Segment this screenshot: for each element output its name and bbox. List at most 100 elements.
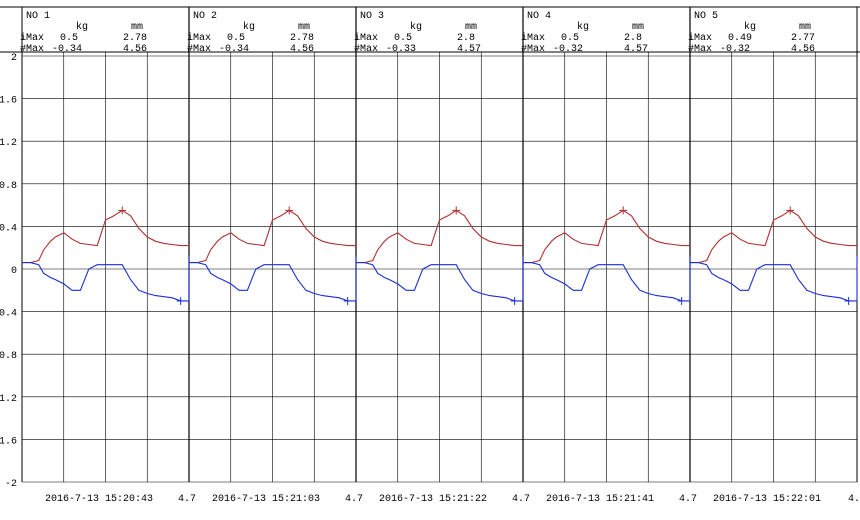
max-kg-value: 0.5	[561, 33, 579, 44]
min-row-label: #Max	[20, 44, 44, 55]
max-kg-value: 0.5	[394, 33, 412, 44]
max-mm-value: 2.77	[791, 33, 815, 44]
y-axis-tick-labels: 2 1.6 1.2 0.8 0.4 0 0.4 0.8 1.2 1.6 -2	[0, 53, 17, 490]
max-mm-value: 2.78	[123, 33, 147, 44]
timestamp-label: 2016-7-13 15:22:01	[713, 494, 821, 505]
unit-mm-label: mm	[799, 22, 811, 33]
panel-footer: 4.7 2016-7-13 15:21:03	[178, 494, 320, 505]
y-tick-label: -2	[5, 479, 17, 490]
timestamp-label: 2016-7-13 15:21:22	[379, 494, 487, 505]
min-kg-value: -0.33	[386, 44, 416, 55]
y-tick-label: 2	[11, 53, 17, 64]
footer-value-label: 4.7	[512, 494, 530, 505]
panel-footer: 4.7 2016-7-13 15:21:41	[512, 494, 654, 505]
panel-footers: 2016-7-13 15:20:43 4.7 2016-7-13 15:21:03 4…	[45, 494, 860, 505]
y-tick-label: 1.2	[0, 138, 17, 149]
traces	[22, 206, 858, 305]
y-tick-label: 0.8	[0, 181, 17, 192]
footer-value-label: 4.7	[345, 494, 363, 505]
y-tick-label: 0.4	[0, 309, 17, 320]
max-row-label: iMax	[187, 32, 211, 44]
min-row-label: #Max	[187, 44, 211, 55]
max-point-marker	[118, 206, 127, 215]
min-kg-value: -0.34	[52, 44, 82, 55]
upper-trace-line	[189, 209, 356, 264]
panel-headers: NO 1 kg mm iMax 0.5 2.78 #Max -0.34 4.56 NO 2 kg mm…	[20, 11, 815, 55]
unit-mm-label: mm	[131, 22, 143, 33]
footer-value-label: 4.7	[679, 494, 697, 505]
timestamp-label: 2016-7-13 15:21:41	[546, 494, 654, 505]
grid-lines	[0, 6, 860, 483]
lower-trace-line	[523, 262, 690, 302]
upper-trace-line	[523, 209, 690, 264]
min-mm-value: 4.57	[457, 44, 481, 55]
y-tick-label: 1.6	[0, 436, 17, 447]
panel-number-label: NO 3	[360, 11, 384, 22]
unit-kg-label: kg	[243, 21, 255, 33]
lower-trace-line	[189, 262, 356, 302]
max-point-marker	[786, 206, 795, 215]
max-point-marker	[452, 206, 461, 215]
panel-footer: 4.7 2016-7-13 15:21:22	[345, 494, 487, 505]
timestamp-label: 2016-7-13 15:21:03	[212, 494, 320, 505]
min-point-marker	[510, 296, 519, 305]
panel-footer: 2016-7-13 15:20:43	[45, 494, 153, 505]
min-mm-value: 4.56	[791, 44, 815, 55]
min-point-marker	[844, 296, 853, 305]
y-tick-label: 1.2	[0, 394, 17, 405]
panel-header: NO 2 kg mm iMax 0.5 2.78 #Max -0.34 4.56	[187, 11, 314, 55]
min-point-marker	[176, 296, 185, 305]
panel-number-label: NO 4	[527, 11, 551, 22]
lower-trace-line	[22, 262, 189, 302]
max-point-marker	[619, 206, 628, 215]
unit-mm-label: mm	[298, 22, 310, 33]
panel-footer: 4.7 2016-7-13 15:22:01	[679, 494, 821, 505]
min-mm-value: 4.57	[624, 44, 648, 55]
y-tick-label: 0.4	[0, 223, 17, 234]
min-kg-value: -0.32	[720, 44, 750, 55]
footer-value-label: 4.7	[178, 494, 196, 505]
max-point-marker	[285, 206, 294, 215]
min-kg-value: -0.32	[553, 44, 583, 55]
panel-header: NO 3 kg mm iMax 0.5 2.8 #Max -0.33 4.57	[354, 11, 481, 55]
y-tick-label: 1.6	[0, 96, 17, 107]
unit-kg-label: kg	[744, 21, 756, 33]
min-row-label: #Max	[354, 44, 378, 55]
max-row-label: iMax	[354, 32, 378, 44]
panel-header: NO 1 kg mm iMax 0.5 2.78 #Max -0.34 4.56	[20, 11, 147, 55]
min-point-marker	[677, 296, 686, 305]
unit-kg-label: kg	[410, 21, 422, 33]
min-row-label: #Max	[688, 44, 712, 55]
upper-trace-line	[690, 209, 857, 264]
unit-mm-label: mm	[465, 22, 477, 33]
max-row-label: iMax	[688, 32, 712, 44]
unit-mm-label: mm	[632, 22, 644, 33]
upper-trace-line	[22, 209, 189, 264]
y-tick-label: 0.8	[0, 351, 17, 362]
max-mm-value: 2.78	[290, 33, 314, 44]
unit-kg-label: kg	[577, 21, 589, 33]
panel-number-label: NO 2	[193, 11, 217, 22]
min-row-label: #Max	[521, 44, 545, 55]
min-mm-value: 4.56	[123, 44, 147, 55]
lower-trace-line	[690, 262, 857, 302]
max-mm-value: 2.8	[624, 33, 642, 44]
min-mm-value: 4.56	[290, 44, 314, 55]
max-mm-value: 2.8	[457, 33, 475, 44]
max-row-label: iMax	[521, 32, 545, 44]
max-row-label: iMax	[20, 32, 44, 44]
panel-number-label: NO 1	[26, 11, 50, 22]
max-kg-value: 0.5	[60, 33, 78, 44]
unit-kg-label: kg	[76, 21, 88, 33]
y-tick-label: 0	[11, 266, 17, 277]
panel-number-label: NO 5	[694, 11, 718, 22]
max-kg-value: 0.49	[728, 33, 752, 44]
panel-header: NO 5 kg mm iMax 0.49 2.77 #Max -0.32 4.56	[688, 11, 815, 55]
min-point-marker	[343, 296, 352, 305]
timestamp-label: 2016-7-13 15:20:43	[45, 494, 153, 505]
lower-trace-line	[356, 262, 523, 302]
upper-trace-line	[356, 209, 523, 264]
